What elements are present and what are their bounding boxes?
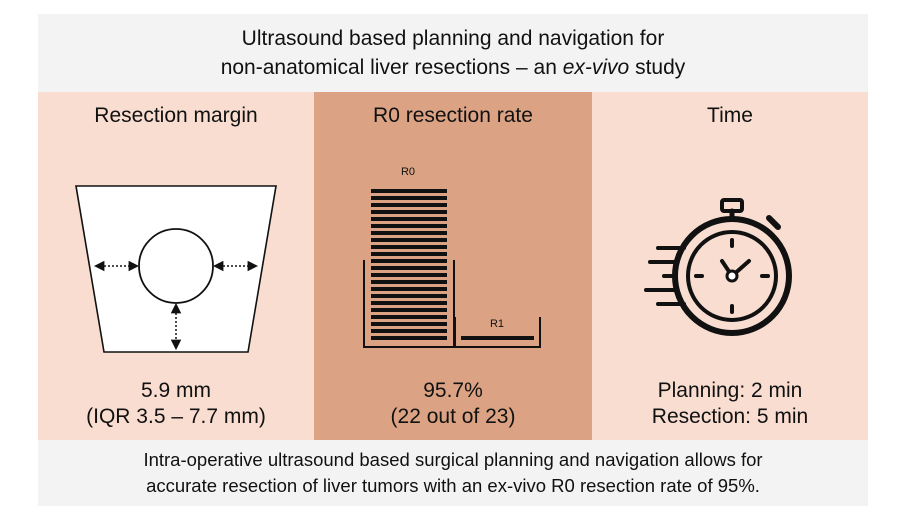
resection-time: Resection: 5 min bbox=[651, 405, 809, 428]
r0-bar bbox=[371, 189, 447, 193]
r0-bar bbox=[371, 329, 447, 333]
r0-bar bbox=[371, 238, 447, 242]
r1-bar bbox=[461, 336, 534, 340]
r0-bar bbox=[371, 273, 447, 277]
planning-time: Planning: 2 min bbox=[657, 379, 803, 402]
stopwatch-button bbox=[766, 215, 781, 230]
title-line-1: Ultrasound based planning and navigation… bbox=[241, 27, 665, 50]
r1-container bbox=[454, 317, 541, 348]
r0-bar bbox=[371, 322, 447, 326]
r0-bar bbox=[371, 231, 447, 235]
resection-margin-value: 5.9 mm (IQR 3.5 – 7.7 mm) bbox=[38, 378, 314, 430]
r0-bar bbox=[371, 196, 447, 200]
tumor-circle bbox=[138, 228, 214, 304]
r0-bar bbox=[371, 266, 447, 270]
r0-bar bbox=[371, 280, 447, 284]
resection-margin-diagram bbox=[75, 185, 277, 353]
time-title: Time bbox=[707, 104, 753, 127]
r0-rate-value: 95.7% (22 out of 23) bbox=[314, 378, 592, 430]
r0-bar bbox=[371, 301, 447, 305]
r0-bar bbox=[371, 224, 447, 228]
r0-bar bbox=[371, 315, 447, 319]
time-panel: Time Planning: 2 min Resection: 5 min bbox=[592, 92, 868, 440]
r0-label: R0 bbox=[401, 166, 415, 178]
r0-rate-panel: R0 resection rate R0 R1 95.7% (22 out of… bbox=[314, 92, 592, 440]
r0-rate-title: R0 resection rate bbox=[373, 104, 533, 127]
r1-label: R1 bbox=[490, 318, 504, 330]
title-line-2: non-anatomical liver resections – an ex-… bbox=[220, 56, 686, 79]
margin-median: 5.9 mm bbox=[140, 379, 211, 402]
r0-container bbox=[363, 260, 455, 348]
resection-margin-panel: Resection margin 5.9 mm (IQR 3.5 – 7.7 m… bbox=[38, 92, 314, 440]
stopwatch-icon bbox=[644, 198, 792, 336]
r0-percentage: 95.7% bbox=[423, 379, 483, 402]
time-value: Planning: 2 min Resection: 5 min bbox=[592, 378, 868, 430]
r0-bar bbox=[371, 203, 447, 207]
r0-bar bbox=[371, 308, 447, 312]
r0-count: (22 out of 23) bbox=[390, 405, 516, 428]
r0-bar bbox=[371, 287, 447, 291]
r0-bar bbox=[371, 217, 447, 221]
r0-bar bbox=[371, 252, 447, 256]
margin-iqr: (IQR 3.5 – 7.7 mm) bbox=[86, 405, 266, 428]
conclusion-line-2: accurate resection of liver tumors with … bbox=[146, 475, 760, 496]
r0-bar bbox=[371, 336, 447, 340]
stopwatch-center bbox=[725, 269, 739, 283]
abstract-conclusion: Intra-operative ultrasound based surgica… bbox=[38, 440, 868, 506]
r0-bar bbox=[371, 245, 447, 249]
resection-margin-title: Resection margin bbox=[94, 104, 258, 127]
r0-bar bbox=[371, 294, 447, 298]
stopwatch-inner-ring bbox=[686, 230, 778, 322]
conclusion-line-1: Intra-operative ultrasound based surgica… bbox=[143, 449, 763, 470]
abstract-title: Ultrasound based planning and navigation… bbox=[38, 14, 868, 92]
r0-stacked-bars: R0 R1 bbox=[363, 166, 541, 348]
r0-bar bbox=[371, 210, 447, 214]
r0-bar bbox=[371, 259, 447, 263]
